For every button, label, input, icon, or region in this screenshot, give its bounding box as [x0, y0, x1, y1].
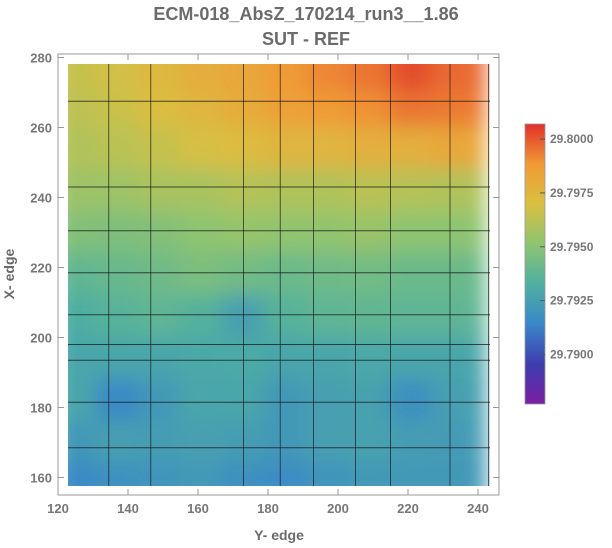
plot-frame [57, 53, 500, 496]
x-tick-label: 220 [397, 501, 419, 516]
y-tick-label: 160 [30, 471, 52, 486]
colorbar-tick-label: 29.7900 [550, 347, 594, 361]
y-tick-label: 200 [30, 331, 52, 346]
chart-title: ECM-018_AbsZ_170214_run3__1.86 [153, 4, 459, 24]
colorbar-tick-label: 29.8000 [550, 132, 594, 146]
x-tick-label: 200 [327, 501, 349, 516]
y-tick-label: 240 [30, 191, 52, 206]
x-tick-label: 140 [117, 501, 139, 516]
x-tick-label: 180 [257, 501, 279, 516]
heatmap-cell [431, 64, 486, 92]
y-tick-label: 180 [30, 401, 52, 416]
y-tick-label: 260 [30, 121, 52, 136]
x-tick-label: 240 [467, 501, 489, 516]
y-axis-label: X- edge [1, 249, 17, 300]
x-tick-label: 120 [47, 501, 69, 516]
colorbar [524, 123, 546, 405]
chart-subtitle: SUT - REF [262, 29, 350, 49]
x-tick-label: 160 [187, 501, 209, 516]
colorbar-tick-label: 29.7950 [550, 240, 594, 254]
y-tick-label: 280 [30, 51, 52, 66]
colorbar-tick-label: 29.7925 [550, 294, 594, 308]
colorbar-tick-label: 29.7975 [550, 186, 594, 200]
y-tick-label: 220 [30, 261, 52, 276]
x-axis-label: Y- edge [254, 527, 304, 543]
